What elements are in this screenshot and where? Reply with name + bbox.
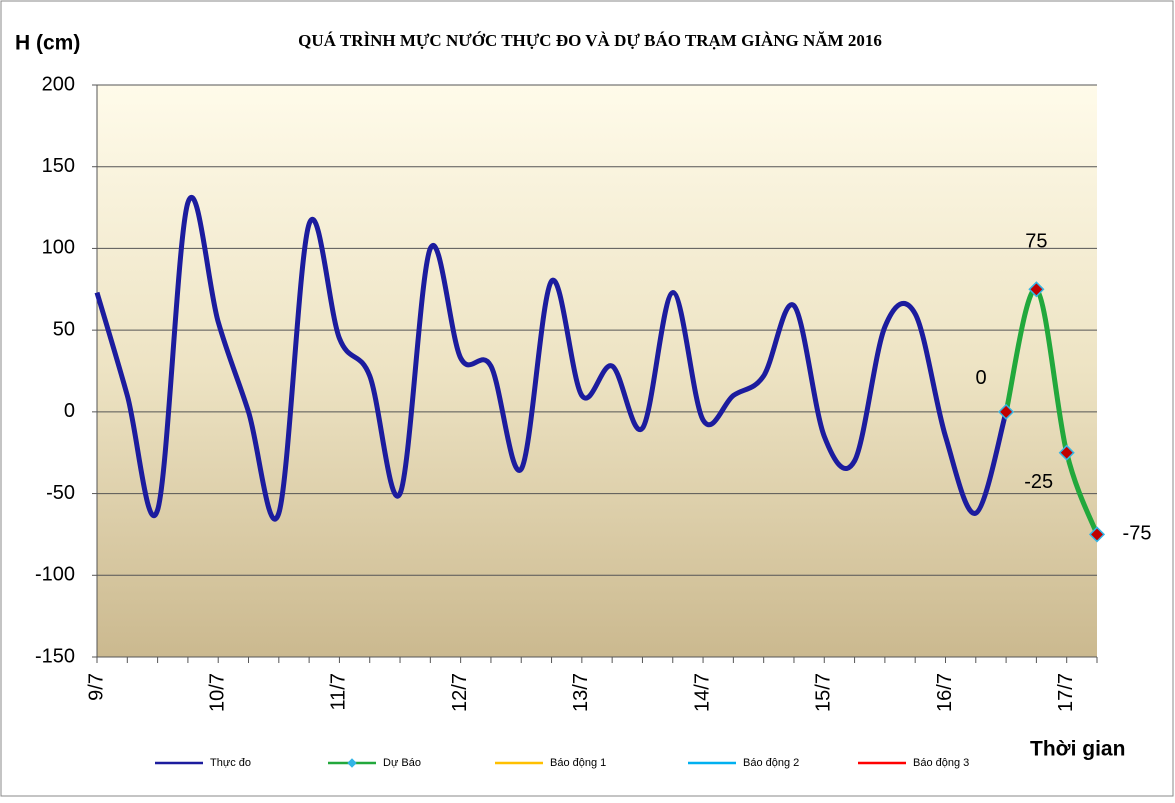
data-point [1058,444,1075,461]
series-line [1003,286,1100,536]
x-tick-label: 14/7 [691,673,713,712]
series-line [94,195,1009,522]
x-tick-label: 13/7 [570,673,592,712]
data-label: 75 [1025,231,1047,253]
legend-label: Thực đo [210,757,251,769]
x-tick-label: 15/7 [813,673,835,712]
chart-title: QUÁ TRÌNH MỰC NƯỚC THỰC ĐO VÀ DỰ BÁO TRẠ… [298,31,882,50]
x-tick-label: 9/7 [85,673,107,701]
data-label: 0 [976,367,987,389]
data-point [1028,281,1045,298]
y-tick-label: -50 [46,482,75,504]
y-tick-label: -150 [35,645,75,667]
y-axis-label: H (cm) [15,32,80,55]
y-tick-label: 50 [53,318,75,340]
y-tick-label: 100 [42,237,75,259]
data-point [998,403,1015,420]
y-tick-label: 0 [64,400,75,422]
legend-marker [347,758,357,768]
x-tick-label: 11/7 [328,673,350,710]
x-tick-label: 10/7 [206,673,228,712]
x-axis-label: Thời gian [1030,738,1125,761]
legend-label: Báo động 2 [743,757,799,769]
legend-label: Dự Báo [383,757,421,769]
y-tick-label: -100 [35,564,75,586]
x-tick-label: 12/7 [449,673,471,712]
y-tick-label: 150 [42,155,75,177]
data-label: -25 [1024,471,1053,493]
legend-label: Báo động 3 [913,757,969,769]
legend-label: Báo động 1 [550,757,606,769]
data-point [1088,526,1106,543]
x-tick-label: 17/7 [1055,673,1077,712]
data-label: -75 [1123,523,1152,545]
x-tick-label: 16/7 [934,673,956,712]
y-tick-label: 200 [42,73,75,95]
plot-area [97,85,1097,657]
